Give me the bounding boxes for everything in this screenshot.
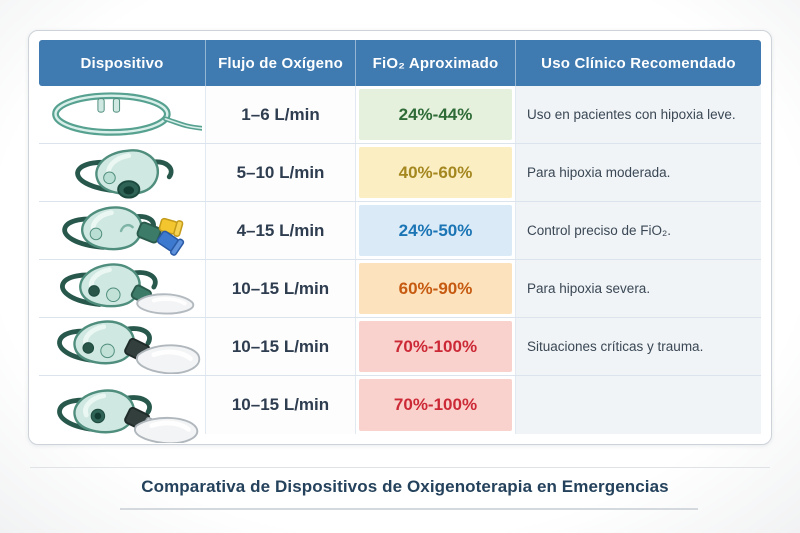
use-cell: Uso en pacientes con hipoxia leve. <box>516 86 761 143</box>
fio2-cell: 60%-90% <box>356 260 516 317</box>
fio2-cell: 24%-44% <box>356 86 516 143</box>
fio2-cell: 70%-100% <box>356 376 516 434</box>
partial-rebreather-mask-icon <box>60 262 195 314</box>
fio2-badge: 24%-50% <box>359 205 512 256</box>
table-row: 4–15 L/min 24%-50% Control preciso de Fi… <box>39 202 761 260</box>
fio2-badge: 60%-90% <box>359 263 512 314</box>
use-cell: Control preciso de FiO₂. <box>516 202 761 259</box>
fio2-badge: 40%-60% <box>359 147 512 198</box>
venturi-mask-icon <box>62 205 185 256</box>
nasal-cannula-icon <box>52 91 202 136</box>
fio2-badge: 70%-100% <box>359 379 512 431</box>
flow-cell: 5–10 L/min <box>206 144 356 201</box>
table-caption: Comparativa de Dispositivos de Oxigenote… <box>141 477 669 496</box>
flow-cell: 10–15 L/min <box>206 318 356 375</box>
table-row: 10–15 L/min 60%-90% Para hipoxia severa. <box>39 260 761 318</box>
header-flujo-de-oxigeno: Flujo de Oxígeno <box>206 40 356 86</box>
fio2-cell: 24%-50% <box>356 202 516 259</box>
fio2-badge: 70%-100% <box>359 321 512 372</box>
use-cell: Para hipoxia severa. <box>516 260 761 317</box>
table-row: 10–15 L/min 70%-100% Situaciones crítica… <box>39 318 761 376</box>
header-dispositivo: Dispositivo <box>39 40 206 86</box>
device-cell <box>39 144 206 201</box>
use-cell <box>516 376 761 434</box>
use-cell: Para hipoxia moderada. <box>516 144 761 201</box>
table-row: 5–10 L/min 40%-60% Para hipoxia moderada… <box>39 144 761 202</box>
table-row: 1–6 L/min 24%-44% Uso en pacientes con h… <box>39 86 761 144</box>
flow-cell: 4–15 L/min <box>206 202 356 259</box>
nonrebreather-mask-icon <box>57 389 199 443</box>
flow-cell: 10–15 L/min <box>206 376 356 434</box>
device-cell <box>39 260 206 317</box>
header-uso-clinico: Uso Clínico Recomendado <box>541 54 736 72</box>
nonrebreather-mask-icon <box>57 319 201 374</box>
device-cell <box>39 376 206 443</box>
table-body: 1–6 L/min 24%-44% Uso en pacientes con h… <box>39 86 761 443</box>
fio2-badge: 24%-44% <box>359 89 512 140</box>
caption-underline <box>120 508 698 510</box>
simple-face-mask-icon <box>75 148 174 199</box>
device-cell <box>39 202 206 259</box>
header-fio2-aproximado: FiO₂ Aproximado <box>356 40 516 86</box>
divider-line <box>30 467 770 468</box>
fio2-cell: 70%-100% <box>356 318 516 375</box>
flow-cell: 10–15 L/min <box>206 260 356 317</box>
device-cell <box>39 86 206 143</box>
use-cell: Situaciones críticas y trauma. <box>516 318 761 375</box>
comparison-table-card: Dispositivo Flujo de Oxígeno FiO₂ Aproxi… <box>28 30 772 445</box>
table-header-row: Dispositivo Flujo de Oxígeno FiO₂ Aproxi… <box>39 40 761 86</box>
fio2-cell: 40%-60% <box>356 144 516 201</box>
device-cell <box>39 318 206 375</box>
table-row: 10–15 L/min 70%-100% <box>39 376 761 443</box>
flow-cell: 1–6 L/min <box>206 86 356 143</box>
